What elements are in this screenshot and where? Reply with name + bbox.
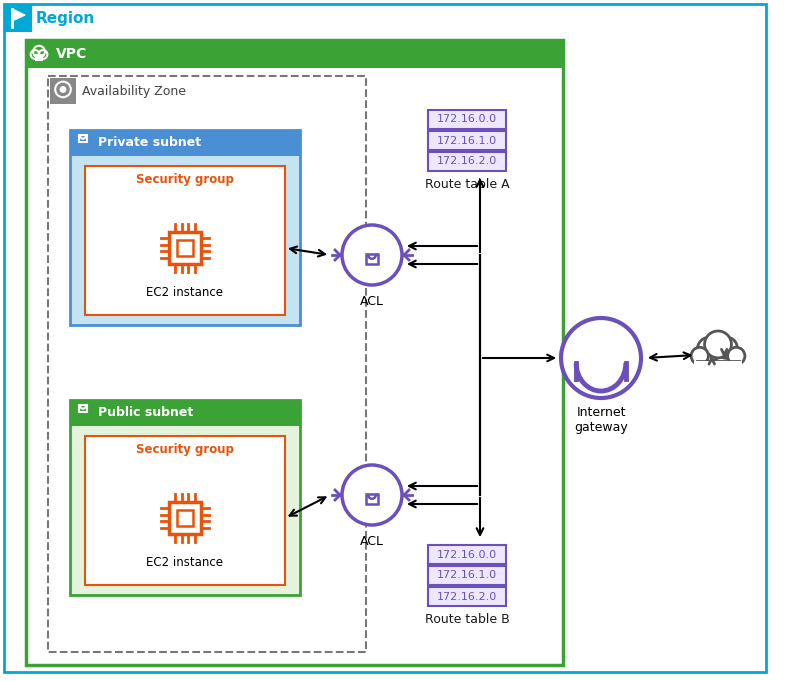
Bar — [177, 510, 193, 526]
Circle shape — [705, 331, 731, 358]
Text: Availability Zone: Availability Zone — [82, 84, 186, 97]
Bar — [177, 240, 193, 256]
Circle shape — [60, 86, 66, 92]
Bar — [70, 400, 300, 426]
Circle shape — [342, 225, 402, 285]
Circle shape — [342, 465, 402, 525]
Text: Route table B: Route table B — [424, 613, 510, 626]
Bar — [366, 253, 378, 264]
Circle shape — [698, 337, 721, 361]
Text: Public subnet: Public subnet — [98, 407, 193, 419]
Bar — [70, 400, 300, 595]
Circle shape — [728, 347, 745, 364]
Bar — [26, 40, 563, 68]
Bar — [428, 587, 506, 606]
Text: 172.16.1.0: 172.16.1.0 — [437, 571, 497, 580]
Circle shape — [716, 337, 737, 358]
Text: 172.16.2.0: 172.16.2.0 — [437, 157, 497, 166]
Bar — [428, 110, 506, 129]
Bar — [27, 42, 50, 65]
Text: Internet
gateway: Internet gateway — [574, 406, 628, 434]
Text: 172.16.1.0: 172.16.1.0 — [437, 136, 497, 146]
Circle shape — [691, 347, 709, 364]
Bar — [36, 55, 42, 60]
Text: Route table A: Route table A — [425, 178, 509, 191]
Bar — [697, 345, 739, 366]
Polygon shape — [12, 9, 25, 21]
Bar — [50, 78, 76, 104]
Bar — [428, 566, 506, 585]
Bar — [428, 545, 506, 564]
Text: VPC: VPC — [56, 47, 87, 61]
Bar — [694, 361, 742, 385]
Text: 172.16.2.0: 172.16.2.0 — [437, 592, 497, 601]
Bar — [428, 131, 506, 150]
Bar — [70, 130, 300, 156]
Text: EC2 instance: EC2 instance — [146, 556, 224, 569]
Bar — [4, 4, 32, 32]
Text: 172.16.0.0: 172.16.0.0 — [437, 114, 497, 125]
Bar — [169, 502, 201, 534]
Bar — [48, 76, 366, 652]
Bar — [78, 405, 87, 412]
Bar — [428, 152, 506, 171]
Text: ACL: ACL — [360, 535, 384, 548]
Bar — [70, 130, 300, 325]
Text: Private subnet: Private subnet — [98, 136, 201, 150]
Bar — [169, 232, 201, 264]
Circle shape — [561, 318, 641, 398]
Text: Internet: Internet — [694, 375, 743, 388]
Bar — [366, 494, 378, 504]
Bar — [26, 40, 563, 665]
Text: 172.16.0.0: 172.16.0.0 — [437, 550, 497, 560]
Bar — [78, 135, 87, 142]
Text: Security group: Security group — [136, 172, 234, 185]
Text: Region: Region — [36, 10, 95, 25]
Bar — [85, 436, 285, 585]
Bar — [85, 166, 285, 315]
Text: EC2 instance: EC2 instance — [146, 286, 224, 299]
Text: ACL: ACL — [360, 295, 384, 308]
Text: Security group: Security group — [136, 443, 234, 456]
